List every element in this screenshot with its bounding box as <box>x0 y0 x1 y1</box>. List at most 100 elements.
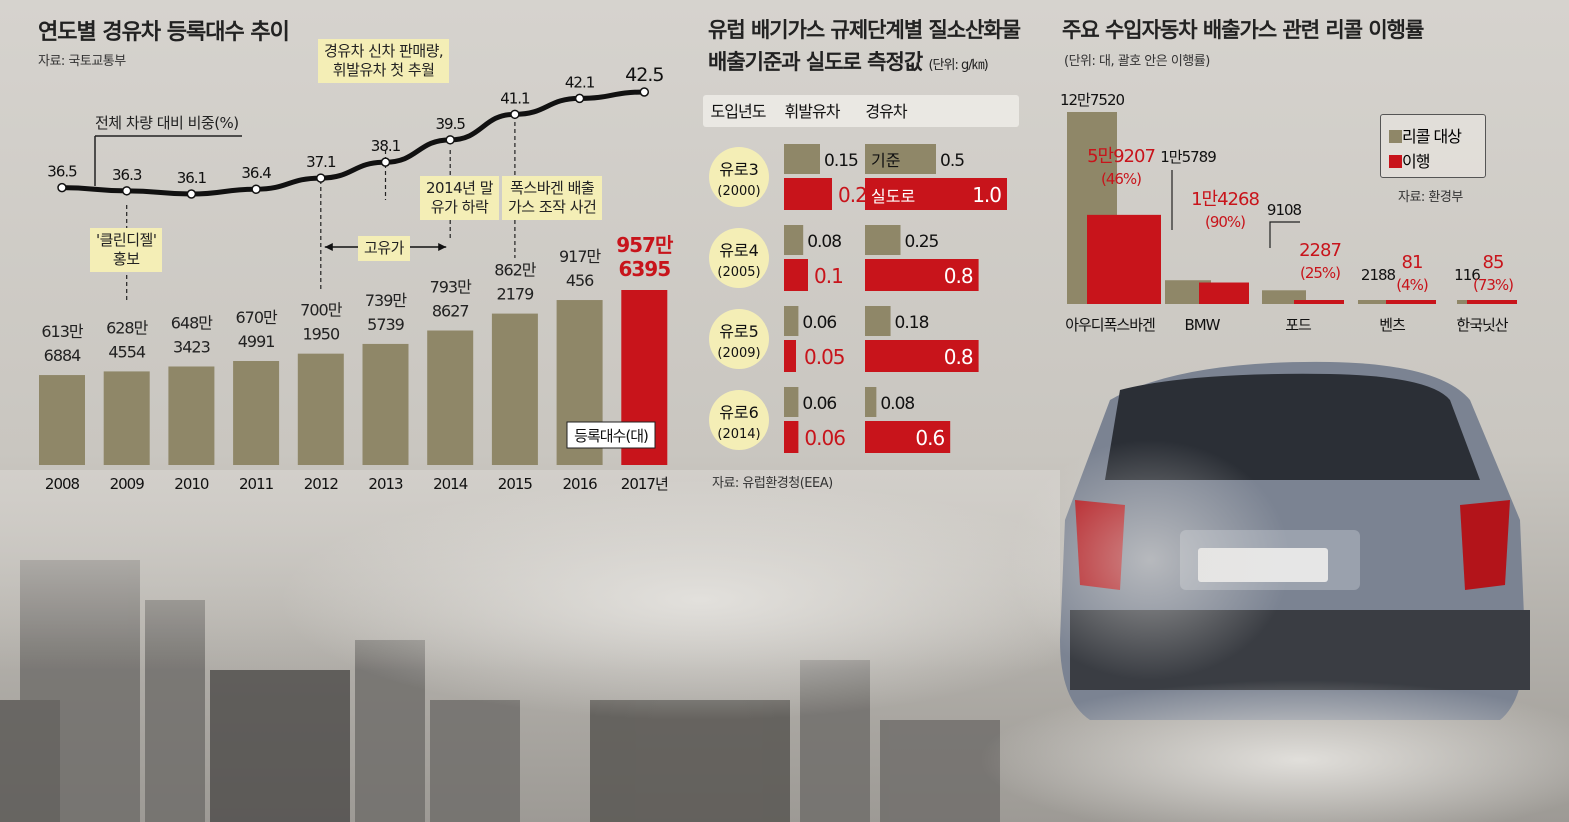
gas-std-bar-3 <box>784 387 799 417</box>
recall-rate-chart: 12만7520 5만9207 (46%) 아우디폭스바겐 1만5789 1만4268 (90… <box>1060 91 1517 334</box>
gas-std-value-1: 0.08 <box>807 232 841 252</box>
brand-label-4: 한국닛산 <box>1456 316 1508 334</box>
registration-value-5-b: 5739 <box>367 315 405 334</box>
recall-done-value-0: 5만9207 <box>1087 146 1155 167</box>
ford-connector <box>1269 221 1300 248</box>
gas-std-value-2: 0.06 <box>802 313 836 333</box>
stage-circle-3 <box>709 390 769 450</box>
share-point-6 <box>445 135 455 145</box>
chart3-unit: (단위: 대, 괄호 안은 이행률) <box>1064 54 1210 69</box>
diesel-registration-chart: 전체 차량 대비 비중(%) 613만 6884 2008 628만 4554 2009 64… <box>39 64 675 493</box>
share-label-7: 41.1 <box>500 89 530 107</box>
registration-value-1-a: 628만 <box>106 318 149 337</box>
stage-circle-1 <box>709 228 769 288</box>
gas-std-bar-1 <box>784 225 804 255</box>
year-tick-3: 2011 <box>239 475 274 493</box>
diesel-road-bar-0 <box>865 178 1007 210</box>
gas-road-bar-0 <box>784 178 832 210</box>
legend-completed: 이행 <box>1389 148 1430 172</box>
callout-vw-scandal-line1: 폭스바겐 배출 <box>510 179 595 197</box>
recall-rate-3: (4%) <box>1396 276 1428 294</box>
diesel-road-bar-2 <box>865 340 979 372</box>
registration-bar-2011 <box>233 361 280 465</box>
registration-value-9-a: 957만 <box>616 233 674 257</box>
diesel-road-value-3: 0.6 <box>915 426 944 450</box>
share-label-8: 42.1 <box>565 73 595 91</box>
year-tick-7: 2015 <box>498 475 533 493</box>
brand-label-0: 아우디폭스바겐 <box>1065 316 1155 334</box>
registration-value-3-a: 670만 <box>235 308 278 327</box>
chart2-header-2: 경유차 <box>865 102 907 121</box>
share-label-0: 36.5 <box>47 163 77 181</box>
registration-bar-2015 <box>491 313 538 465</box>
gas-road-value-3: 0.06 <box>804 426 845 450</box>
legend-red-swatch <box>1389 155 1402 168</box>
registration-bar-2014 <box>427 330 474 465</box>
callout-oil-drop-line1: 2014년 말 <box>426 179 494 197</box>
share-label-4: 37.1 <box>306 153 336 171</box>
legend-completed-label: 이행 <box>1402 152 1430 171</box>
year-tick-5: 2013 <box>368 475 403 493</box>
gas-std-bar-2 <box>784 306 799 336</box>
legend-olive-swatch <box>1389 130 1402 143</box>
year-tick-9: 2017년 <box>621 475 668 493</box>
diesel-road-legend: 실도로 <box>871 187 915 206</box>
diesel-std-value-1: 0.25 <box>905 232 939 252</box>
share-point-0 <box>57 182 67 193</box>
registration-value-5-a: 739만 <box>365 291 408 310</box>
diesel-std-bar-3 <box>865 387 877 417</box>
gas-road-value-0: 0.2 <box>838 183 867 207</box>
recall-rate-0: (46%) <box>1101 170 1141 188</box>
recall-target-value-1: 1만5789 <box>1160 148 1216 166</box>
year-tick-1: 2009 <box>110 475 145 493</box>
stage-year-2: (2009) <box>717 346 760 361</box>
gas-std-value-3: 0.06 <box>802 394 836 414</box>
chart3-source: 자료: 환경부 <box>1398 190 1463 205</box>
gas-road-value-2: 0.05 <box>804 345 845 369</box>
recall-done-bar-3 <box>1386 300 1436 304</box>
recall-done-value-1: 1만4268 <box>1191 189 1259 210</box>
recall-target-bar-3 <box>1358 300 1398 304</box>
share-label-9: 42.5 <box>625 64 663 86</box>
year-tick-0: 2008 <box>45 475 80 493</box>
chart1-title: 연도별 경유차 등록대수 추이 <box>38 20 290 45</box>
diesel-road-value-2: 0.8 <box>944 345 973 369</box>
diesel-std-bar-1 <box>865 225 901 255</box>
chart2-title-line2: 배출기준과 실도로 측정값 (단위: g/㎞) <box>708 46 989 76</box>
chart3-title: 주요 수입자동차 배출가스 관련 리콜 이행률 <box>1062 18 1424 42</box>
diesel-road-bar-1 <box>865 259 979 291</box>
registration-value-2-b: 3423 <box>173 337 210 356</box>
share-point-4 <box>316 173 326 183</box>
share-point-8 <box>574 93 585 104</box>
recall-done-value-3: 81 <box>1402 252 1423 273</box>
registration-value-4-a: 700만 <box>300 301 343 320</box>
registration-value-1-b: 4554 <box>108 342 146 361</box>
callout-sales-surpass-line1: 경유차 신차 판매량, <box>324 42 444 60</box>
registration-value-0-a: 613만 <box>41 322 84 341</box>
registration-value-4-b: 1950 <box>302 325 340 344</box>
diesel-std-bar-2 <box>865 306 891 336</box>
callout-vw-scandal-line2: 가스 조작 사건 <box>508 198 597 216</box>
diesel-std-value-2: 0.18 <box>895 313 929 333</box>
share-point-3 <box>251 184 261 194</box>
stage-name-3: 유로6 <box>719 403 759 422</box>
chart2-title-line1: 유럽 배기가스 규제단계별 질소산화물 <box>708 18 1021 42</box>
diesel-road-bar-3 <box>865 421 951 453</box>
gas-road-bar-2 <box>784 340 796 372</box>
brand-label-3: 벤츠 <box>1379 316 1406 334</box>
diesel-std-value-0: 0.5 <box>940 151 964 171</box>
share-point-7 <box>510 109 520 120</box>
registration-value-0-b: 6884 <box>44 346 82 365</box>
stage-year-0: (2000) <box>717 184 760 199</box>
stage-year-1: (2005) <box>717 265 760 280</box>
stage-name-2: 유로5 <box>719 322 759 341</box>
gas-road-value-1: 0.1 <box>814 264 843 288</box>
recall-done-value-4: 85 <box>1483 252 1504 273</box>
recall-rate-4: (73%) <box>1473 276 1513 294</box>
chart2-header-0: 도입년도 <box>711 102 766 121</box>
registration-legend: 등록대수(대) <box>566 421 656 449</box>
registration-legend-box <box>566 421 656 449</box>
stage-circle-2 <box>709 309 769 369</box>
registration-value-8-b: 456 <box>566 271 594 290</box>
